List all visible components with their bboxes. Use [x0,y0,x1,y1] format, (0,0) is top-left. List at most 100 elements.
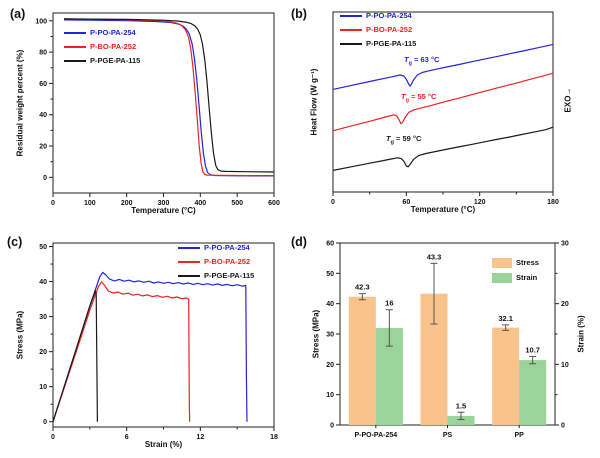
b-y-axis-title: Heat Flow (W g⁻¹) [309,68,319,136]
series-line-P-BO-PA-252 [332,72,554,132]
x-tick-label: 600 [268,200,280,207]
stress-value-label-PP: 32.1 [498,314,513,323]
strain-value-label-PP: 10.7 [525,345,540,354]
legend-line-swatch [178,274,200,277]
strain-value-label-PS: 1.5 [456,401,466,410]
strain-legend-swatch [492,272,512,283]
d-left-y-axis-title: Stress (MPa) [311,309,321,359]
panel-b-chart: 0 60 120 180 [331,11,559,206]
legend-item-label: P-PGE-PA-115 [90,55,141,65]
tg-symbol: T [404,55,409,64]
c-x-axis-title: Strain (%) [144,440,183,449]
panel-letter-a: (a) [10,7,26,21]
legend-item: P-BO-PA-252 [64,41,140,52]
x-tick-label: 18 [270,434,278,441]
y-tick-label: 50 [39,244,47,251]
legend-line-swatch [178,260,200,263]
legend-item-label: P-PO-PA-254 [90,27,136,37]
x-tick-label: 300 [158,200,170,207]
legend-line-swatch [340,42,362,45]
stress-legend-swatch [492,257,512,268]
right-y-tick-label: 20 [561,301,569,308]
panel-b-legend: P-PO-PA-254 P-BO-PA-252 P-PGE-PA-115 [340,10,416,49]
a-x-axis-title: Temperature (°C) [131,206,196,215]
c-y-axis-title: Stress (MPa) [15,310,25,360]
b-exo-axis-label: EXO→ [563,87,573,113]
y-tick-label: 60 [39,81,47,88]
x-tick-label: 12 [196,434,204,441]
strain-bar-PS [447,415,475,425]
legend-item-label: P-BO-PA-252 [366,24,413,34]
category-label: PP [514,432,524,439]
panel-a-legend: P-PO-PA-254 P-BO-PA-252 P-PGE-PA-115 [64,27,140,66]
left-y-tick-label: 40 [326,301,334,308]
legend-item-label: P-PGE-PA-115 [366,38,417,48]
y-tick-label: 100 [35,18,47,25]
y-tick-label: 40 [39,112,47,119]
panel-a: 0 100 200 300 400 500 600 0 20 40 60 80 100 Residual… [0,0,300,229]
left-y-tick-label: 50 [326,271,334,278]
legend-item-label: P-BO-PA-252 [204,256,251,266]
x-tick-label: 0 [51,200,55,207]
x-tick-label: 120 [474,199,486,206]
stress-bar-PP [492,327,520,425]
panel-d-legend: Stress Strain [492,257,539,283]
x-tick-label: 60 [402,199,410,206]
tg-annotation-p-pge-pa-115: Tg = 59 °C [386,134,421,146]
panel-c-chart: 0 6 12 18 0 10 20 30 40 50 [39,242,278,441]
b-x-axis-title: Temperature (°C) [410,205,476,214]
category-label: P-PO-PA-254 [354,432,397,439]
tg-subscript: g [405,97,409,104]
tg-subscript: g [408,60,412,67]
series-line-P-PO-PA-254 [63,19,275,177]
right-y-tick-label: 0 [561,423,565,430]
x-tick-label: 200 [121,200,133,207]
series-line-P-BO-PA-252 [52,281,191,422]
series-line-P-PGE-PA-115 [332,126,554,171]
y-tick-label: 10 [39,384,47,391]
d-right-y-axis-title: Strain (%) [576,315,586,353]
x-tick-label: 100 [84,200,96,207]
series-line-P-PGE-PA-115 [52,290,98,422]
legend-item: P-PO-PA-254 [340,10,416,21]
legend-item: P-BO-PA-252 [340,24,416,35]
legend-item: P-PGE-PA-115 [340,38,416,49]
y-tick-label: 0 [43,419,47,426]
legend-item: Stress [492,257,539,268]
right-y-tick-label: 10 [561,362,569,369]
panel-letter-b: (b) [291,7,307,21]
y-tick-label: 80 [39,50,47,57]
y-tick-label: 0 [43,175,47,182]
legend-item: P-PGE-PA-115 [178,270,254,281]
panel-c-legend: P-PO-PA-254 P-BO-PA-252 P-PGE-PA-115 [178,242,254,281]
y-tick-label: 40 [39,279,47,286]
panel-letter-c: (c) [7,235,23,249]
tg-symbol: T [386,134,391,143]
legend-item: P-BO-PA-252 [178,256,254,267]
legend-item-label: P-PO-PA-254 [366,10,412,20]
legend-item-label: Stress [516,257,539,267]
stress-value-label-PS: 43.3 [427,252,442,261]
legend-line-swatch [64,59,86,62]
strain-bar-PP [519,360,547,425]
panel-b: 0 60 120 180 Heat Flow (W g⁻¹) EXO→ Tempera… [300,0,600,229]
tg-annotation-p-po-pa-254: Tg = 63 °C [404,55,439,67]
tg-symbol: T [401,92,406,101]
right-y-tick-label: 30 [561,241,569,248]
x-tick-label: 0 [331,199,335,206]
legend-line-swatch [178,246,200,249]
series-line-P-PO-PA-254 [332,43,554,90]
tg-annotation-p-bo-pa-252: Tg = 55 °C [401,92,436,104]
tg-subscript: g [390,139,394,146]
x-tick-label: 500 [231,200,243,207]
panel-c: 0 6 12 18 0 10 20 30 40 50 Stress (MPa) Strain (%… [0,229,300,458]
legend-line-swatch [340,14,362,17]
category-label: PS [443,432,453,439]
stress-value-label-P-PO-PA-254: 42.3 [355,283,370,292]
strain-value-label-P-PO-PA-254: 16 [385,299,393,308]
x-tick-label: 0 [51,434,55,441]
panel-d-chart: 0 10 20 30 40 50 60 0 10 20 30 P-PO-PA-254 42.3 16 PS 4… [326,241,569,440]
left-y-tick-label: 30 [326,332,334,339]
tg-value: = 55 °C [408,92,437,101]
